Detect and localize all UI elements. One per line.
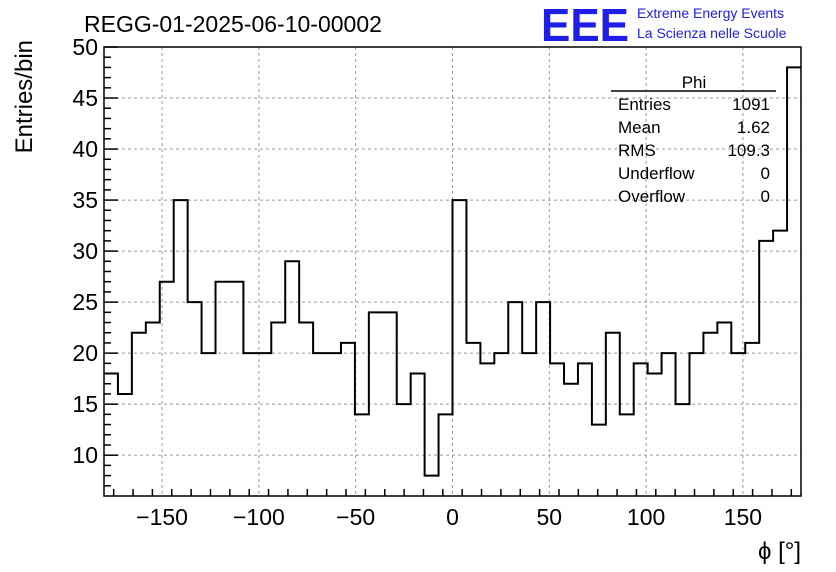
histogram-bin	[536, 302, 550, 496]
histogram-bin	[494, 353, 508, 496]
y-tick-label: 35	[72, 187, 98, 213]
y-tick-label: 25	[72, 289, 98, 315]
histogram-bin	[355, 414, 369, 496]
x-tick-label: −100	[233, 504, 285, 530]
histogram-bin	[620, 414, 634, 496]
x-tick-label: −150	[136, 504, 188, 530]
y-tick-label: 30	[72, 238, 98, 264]
axis-ticks	[104, 46, 793, 496]
histogram-bin	[731, 353, 745, 496]
histogram-bin	[285, 261, 299, 496]
stats-label-rms: RMS	[618, 141, 656, 160]
histogram-bin	[411, 374, 425, 496]
histogram-bin	[606, 333, 620, 496]
eee-logo-mark: EEE	[541, 0, 629, 51]
x-tick-label: 100	[627, 504, 665, 530]
histogram-bin	[257, 353, 271, 496]
histogram-bin	[327, 353, 341, 496]
histogram-bin	[229, 282, 243, 496]
stats-label-overflow: Overflow	[618, 187, 686, 206]
y-tick-label: 20	[72, 340, 98, 366]
x-tick-label: 150	[724, 504, 762, 530]
histogram-bin	[703, 333, 717, 496]
y-tick-label: 50	[72, 34, 98, 60]
histogram-bin	[564, 384, 578, 496]
histogram-bin	[397, 404, 411, 496]
histogram-bin	[648, 374, 662, 496]
histogram-bin	[717, 323, 731, 496]
histogram-series	[104, 66, 801, 496]
histogram-bin	[453, 200, 467, 496]
stats-label-entries: Entries	[618, 95, 671, 114]
stats-label-mean: Mean	[618, 118, 661, 137]
chart-title: REGG-01-2025-06-10-00002	[84, 11, 382, 37]
eee-logo-line1: Extreme Energy Events	[637, 5, 784, 21]
histogram-bin	[118, 394, 132, 496]
histogram-bin	[634, 363, 648, 496]
y-tick-label: 10	[72, 442, 98, 468]
histogram-bin	[466, 343, 480, 496]
histogram-bin	[480, 363, 494, 496]
histogram-bin	[243, 353, 257, 496]
histogram-bin	[425, 476, 439, 496]
histogram-bin	[522, 353, 536, 496]
histogram-bin	[202, 353, 216, 496]
y-tick-labels: 10 15 20 25 30 35 40 45 50	[72, 34, 98, 468]
histogram-bin	[369, 312, 383, 496]
histogram-bin	[550, 363, 564, 496]
histogram-bin	[787, 67, 801, 496]
stats-box: Phi Entries 1091 Mean 1.62 RMS 109.3 Und…	[611, 73, 776, 206]
histogram-bin	[592, 425, 606, 496]
x-tick-label: 50	[537, 504, 563, 530]
eee-logo: EEE Extreme Energy Events La Scienza nel…	[541, 0, 787, 51]
stats-value-mean: 1.62	[737, 118, 770, 137]
histogram-bin	[759, 241, 773, 496]
stats-value-overflow: 0	[761, 187, 770, 206]
stats-box-name: Phi	[682, 73, 707, 92]
stats-value-entries: 1091	[732, 95, 770, 114]
histogram-bin	[676, 404, 690, 496]
histogram-bin	[508, 302, 522, 496]
eee-logo-line2: La Scienza nelle Scuole	[637, 25, 787, 41]
histogram-bin	[188, 302, 202, 496]
y-tick-label: 15	[72, 391, 98, 417]
histogram-bin	[313, 353, 327, 496]
histogram-bin	[299, 323, 313, 496]
x-tick-labels: −150 −100 −50 0 50 100 150	[136, 504, 762, 530]
y-tick-label: 40	[72, 136, 98, 162]
histogram-outline	[104, 66, 801, 477]
histogram-bin	[383, 312, 397, 496]
histogram-bin	[174, 200, 188, 496]
stats-value-rms: 109.3	[727, 141, 770, 160]
histogram-bin	[745, 343, 759, 496]
y-axis-title: Entries/bin	[11, 40, 38, 153]
histogram-bin	[689, 353, 703, 496]
x-tick-label: −50	[336, 504, 375, 530]
histogram-bin	[341, 343, 355, 496]
y-tick-label: 45	[72, 85, 98, 111]
histogram-bin	[773, 231, 787, 496]
histogram-bin	[662, 353, 676, 496]
histogram-bin	[160, 282, 174, 496]
histogram-bin	[439, 414, 453, 496]
stats-value-underflow: 0	[761, 164, 770, 183]
histogram-bin	[216, 282, 230, 496]
histogram-bin	[146, 323, 160, 496]
stats-label-underflow: Underflow	[618, 164, 695, 183]
histogram-bin	[578, 363, 592, 496]
histogram-bin	[132, 333, 146, 496]
x-axis-title: ϕ [°]	[758, 538, 801, 565]
x-tick-label: 0	[446, 504, 459, 530]
histogram-bin	[271, 323, 285, 496]
